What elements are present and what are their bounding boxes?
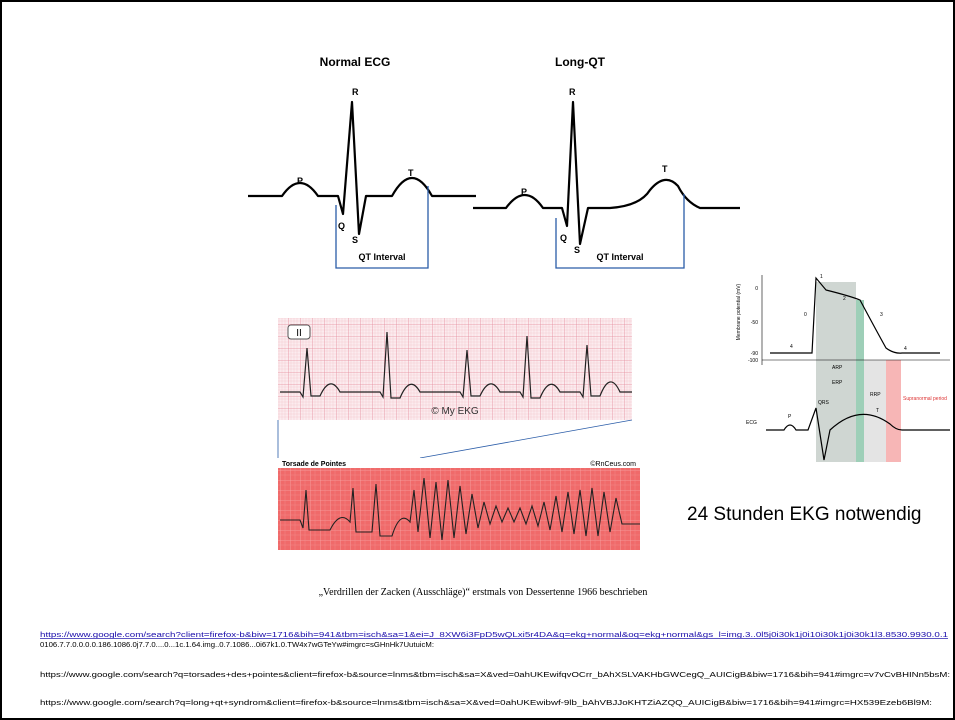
- wave-label: P: [788, 414, 792, 420]
- source-link[interactable]: https://www.google.com/search?client=fir…: [40, 632, 948, 639]
- ecg-label: ECG: [746, 420, 757, 426]
- ecg-paper: [278, 318, 632, 420]
- source-text: 0106.7.7.0.0.0.0.186.1086.0j7.7.0....0..…: [40, 642, 434, 649]
- wave-label: P: [521, 187, 527, 197]
- phase-label: 4: [790, 344, 793, 350]
- wave-label: T: [408, 168, 414, 178]
- wave-label: Q: [560, 233, 567, 243]
- wave-label: QRS: [818, 400, 830, 406]
- erp-region: [856, 300, 864, 462]
- wave-label: S: [352, 235, 358, 245]
- interval-bracket: [555, 194, 685, 269]
- source-text: https://www.google.com/search?q=long+qt+…: [40, 700, 932, 707]
- phase-label: 0: [804, 312, 807, 318]
- period-label: ERP: [832, 380, 843, 386]
- period-label: Supranormal period: [903, 396, 947, 402]
- ap-trace: [770, 276, 940, 354]
- ecg-wave: [248, 100, 476, 236]
- rhythm-strip: II © My EKG: [278, 318, 632, 420]
- wave-label: Q: [338, 221, 345, 231]
- image-credit: ©RnCeus.com: [590, 460, 636, 468]
- arp-region: [816, 282, 856, 462]
- rrp-region: [864, 360, 886, 462]
- phase-label: 4: [904, 346, 907, 352]
- torsade-strip: Torsade de Pointes ©RnCeus.com: [278, 458, 640, 550]
- ap-ecg-trace: [766, 407, 950, 461]
- action-potential-figure: Membrane potential (mV) 0 -50 -90 -100 1…: [736, 274, 950, 462]
- tick-label: 0: [755, 286, 758, 292]
- ecg-paper: [278, 458, 640, 550]
- tick-label: -50: [751, 320, 758, 326]
- wave-label: R: [352, 87, 359, 97]
- supranormal-region: [886, 360, 901, 462]
- zoom-lines: [277, 419, 633, 459]
- tick-label: -100: [748, 358, 758, 364]
- wave-label: T: [662, 164, 668, 174]
- wave-label: R: [569, 87, 576, 97]
- phase-label: 2: [843, 296, 846, 302]
- axis-label: Membrane potential (mV): [736, 283, 742, 340]
- interval-label: QT Interval: [358, 252, 405, 262]
- torsade-trace: [280, 477, 640, 541]
- figure-title: Long-QT: [555, 55, 606, 69]
- wave-label: T: [876, 408, 879, 414]
- image-credit: © My EKG: [431, 406, 479, 417]
- interval-label: QT Interval: [596, 252, 643, 262]
- phase-label: 3: [880, 312, 883, 318]
- wave-label: S: [574, 245, 580, 255]
- source-text: https://www.google.com/search?q=torsades…: [40, 672, 950, 679]
- strip-title: Torsade de Pointes: [282, 461, 346, 468]
- phase-label: 1: [820, 274, 823, 280]
- figure-title: Normal ECG: [320, 55, 391, 69]
- strip-header: [278, 458, 640, 468]
- interval-bracket: [335, 186, 429, 269]
- lead-label: II: [296, 328, 302, 339]
- tick-label: -90: [751, 351, 758, 357]
- ecg-wave: [473, 100, 740, 246]
- ecg-figure: Normal ECG Long-QT R P Q S T QT Interval…: [248, 55, 740, 269]
- caption: „Verdrillen der Zacken (Ausschläge)“ ers…: [319, 587, 648, 598]
- lead-box: [287, 324, 311, 340]
- note: 24 Stunden EKG notwendig: [687, 504, 922, 525]
- rhythm-trace: [280, 331, 632, 399]
- period-label: RRP: [870, 392, 881, 398]
- period-label: ARP: [832, 365, 843, 371]
- wave-label: P: [297, 176, 303, 186]
